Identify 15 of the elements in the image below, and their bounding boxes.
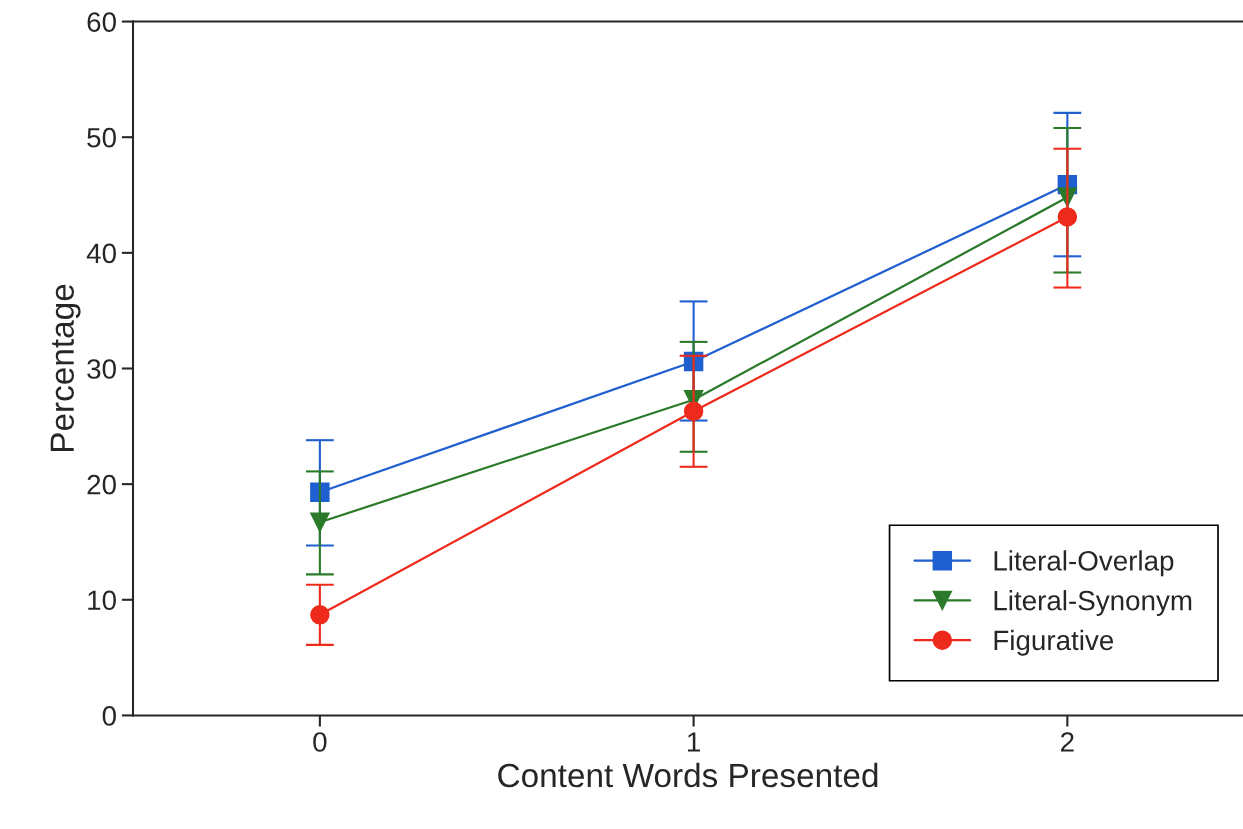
x-axis-title: Content Words Presented <box>498 762 878 788</box>
y-tick-label: 50 <box>87 127 116 148</box>
y-tick-label: 30 <box>87 359 116 379</box>
y-axis-title: Percentage <box>50 284 81 451</box>
legend-label: Literal-Synonym <box>994 590 1192 616</box>
x-tick-label: 2 <box>1061 732 1074 752</box>
x-tick-label: 1 <box>688 732 700 752</box>
y-tick-label: 40 <box>86 243 116 264</box>
y-tick-label: 20 <box>87 474 116 495</box>
y-tick-label: 10 <box>88 590 116 611</box>
y-tick-label: 0 <box>102 706 116 726</box>
legend-label: Figurative <box>994 629 1114 656</box>
y-tick-label: 60 <box>87 12 116 32</box>
legend-label: Literal-Overlap <box>994 550 1174 577</box>
x-tick-label: 0 <box>313 732 327 752</box>
